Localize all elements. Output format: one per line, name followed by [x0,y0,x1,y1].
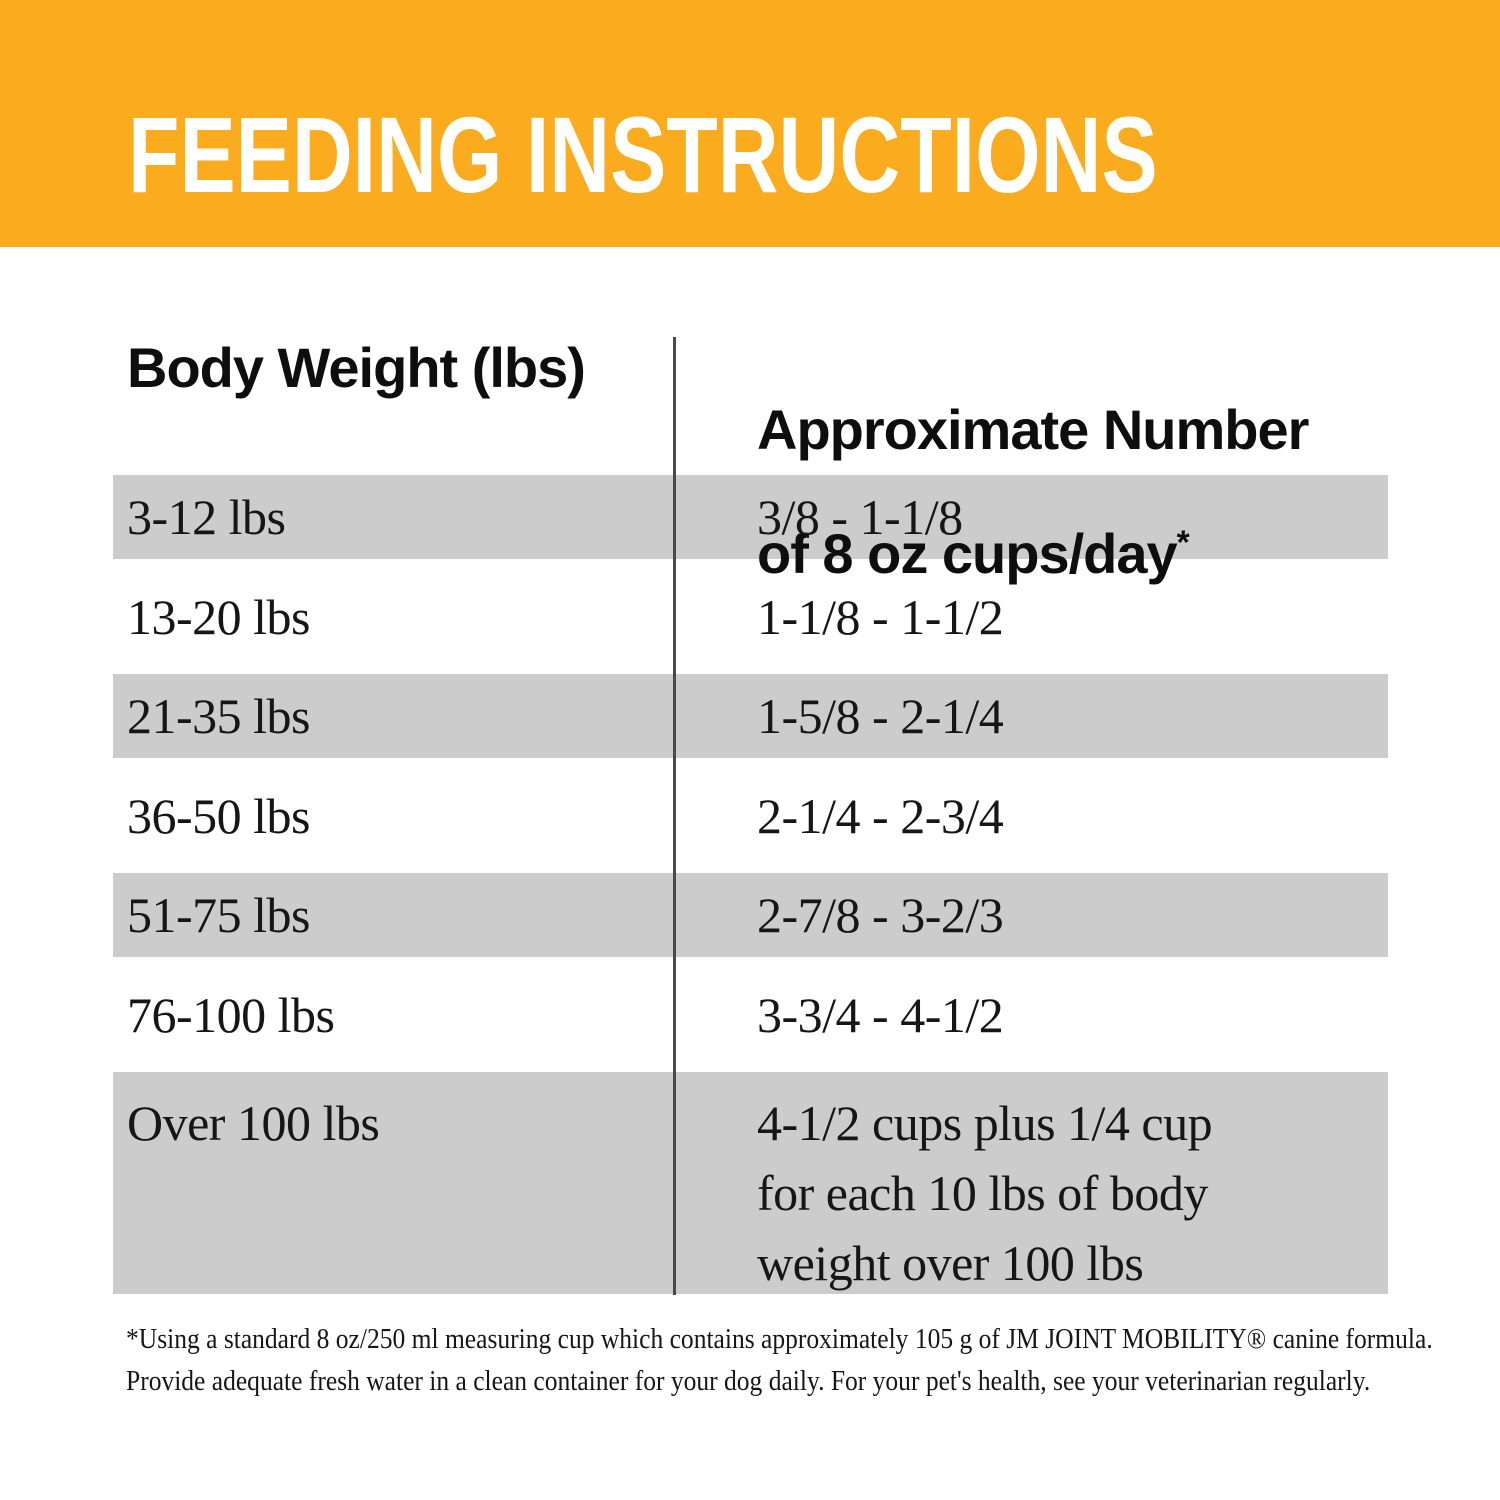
body-weight-cell: 21-35 lbs [127,688,311,744]
cups-header-line2-text: of 8 oz cups/day [757,522,1178,585]
footnote: *Using a standard 8 oz/250 ml measuring … [126,1323,1433,1397]
cups-cell: 1-1/8 - 1-1/2 [757,588,1004,645]
cups-cell: 3/8 - 1-1/8 [757,489,963,545]
table-row: 21-35 lbs 1-5/8 - 2-1/4 [113,674,1388,758]
table-row: 36-50 lbs 2-1/4 - 2-3/4 [113,758,1388,873]
cups-header-line2: of 8 oz cups/day* [757,523,1388,585]
cups-cell: 2-7/8 - 3-2/3 [757,887,1004,943]
table-row: 76-100 lbs 3-3/4 - 4-1/2 [113,957,1388,1072]
feeding-table: Body Weight (lbs) Approximate Number of … [113,336,1388,1295]
body-weight-column-header: Body Weight (lbs) [127,336,586,399]
body-weight-cell: 51-75 lbs [127,887,311,943]
body-weight-cell: 3-12 lbs [127,489,286,545]
title-banner: FEEDING INSTRUCTIONS [0,0,1500,247]
cups-header-line1: Approximate Number [757,398,1309,461]
page-title: FEEDING INSTRUCTIONS [128,94,1158,215]
body-weight-cell: 13-20 lbs [127,588,311,645]
cups-column-header: Approximate Number of 8 oz cups/day* [676,337,1388,647]
column-divider [673,337,676,1295]
cups-cell: 3-3/4 - 4-1/2 [757,986,1004,1043]
table-row: Over 100 lbs 4-1/2 cups plus 1/4 cup for… [113,1072,1388,1294]
body-weight-cell: 76-100 lbs [127,986,335,1043]
cups-cell: 4-1/2 cups plus 1/4 cup for each 10 lbs … [757,1095,1213,1291]
cups-cell: 1-5/8 - 2-1/4 [757,688,1004,744]
table-header-row: Body Weight (lbs) Approximate Number of … [113,336,1388,585]
table-row: 13-20 lbs 1-1/8 - 1-1/2 [113,559,1388,674]
table-row: 3-12 lbs 3/8 - 1-1/8 [113,475,1388,559]
footnote-marker: * [1176,524,1190,562]
table-row: 51-75 lbs 2-7/8 - 3-2/3 [113,873,1388,957]
body-weight-cell: 36-50 lbs [127,787,311,844]
body-weight-cell: Over 100 lbs [127,1095,380,1151]
cups-cell: 2-1/4 - 2-3/4 [757,787,1004,844]
